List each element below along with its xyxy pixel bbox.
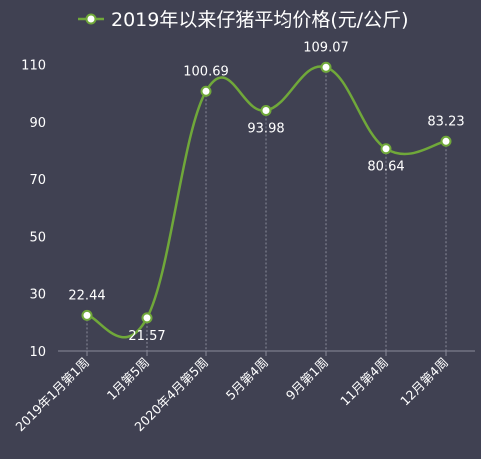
y-tick-label: 10	[29, 345, 46, 360]
data-point-marker	[200, 85, 212, 97]
data-label: 22.44	[68, 288, 105, 303]
drop-lines	[86, 67, 447, 351]
x-tick-label: 9月第1周	[283, 355, 331, 403]
data-point-marker	[380, 143, 392, 155]
x-tick-label: 2019年1月第1周	[12, 355, 92, 435]
y-tick-label: 30	[29, 288, 46, 303]
y-tick-label: 70	[29, 173, 46, 188]
x-tick-label: 1月第5周	[104, 355, 152, 403]
data-label: 83.23	[427, 114, 464, 129]
legend-marker-icon	[85, 13, 97, 25]
data-point-marker	[141, 312, 153, 324]
data-point-marker	[81, 309, 93, 321]
x-tick-label: 12月第4周	[397, 355, 451, 409]
y-tick-label: 50	[29, 230, 46, 245]
legend: 2019年以来仔猪平均价格(元/公斤)	[78, 9, 409, 31]
y-axis: 10 30 50 70 90 110	[21, 59, 46, 360]
x-tick-label: 11月第4周	[337, 355, 391, 409]
data-label: 93.98	[247, 122, 284, 137]
y-tick-label: 90	[29, 116, 46, 131]
data-point-marker	[440, 135, 452, 147]
x-tick-label: 5月第4周	[223, 355, 271, 403]
data-point-marker	[260, 105, 272, 117]
data-label: 80.64	[367, 160, 404, 175]
data-label: 100.69	[183, 64, 229, 79]
data-point-marker	[320, 61, 332, 73]
legend-label: 2019年以来仔猪平均价格(元/公斤)	[111, 9, 409, 31]
data-label: 21.57	[128, 329, 165, 344]
data-label: 109.07	[303, 40, 349, 55]
series-group	[81, 61, 452, 339]
y-tick-label: 110	[21, 59, 46, 74]
data-labels: 22.44 21.57 100.69 93.98 109.07 80.64 83.23	[68, 40, 464, 344]
